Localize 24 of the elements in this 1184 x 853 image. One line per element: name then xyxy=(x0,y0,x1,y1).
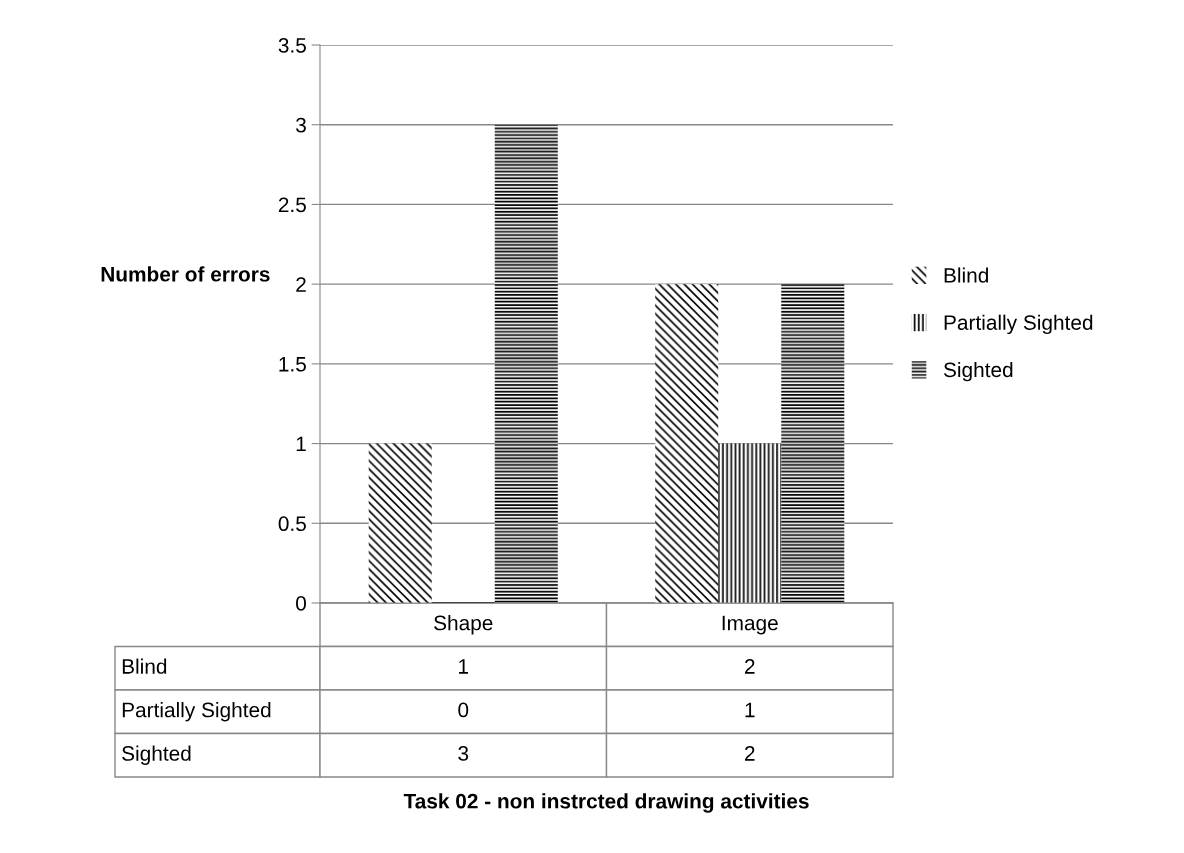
legend-label: Sighted xyxy=(943,361,1013,382)
x-tick-label: Image xyxy=(722,615,778,635)
legend-label: Blind xyxy=(944,267,988,283)
legend-label: Partially Sighted xyxy=(944,314,1093,335)
y-tick-label: 0 xyxy=(296,596,306,611)
y-axis-title: Number of errors xyxy=(101,266,270,282)
text: Task 02 - non instrcted drawing activities xyxy=(403,793,809,813)
y-tick-label: 3 xyxy=(296,117,306,133)
data-label: 1 xyxy=(745,702,755,718)
text: Sighted xyxy=(122,745,191,765)
y-tick-label: 3.5 xyxy=(278,38,306,53)
y-tick-label: 2 xyxy=(296,277,306,292)
y-tick-label: 1 xyxy=(296,436,306,452)
text: Partially Sighted xyxy=(122,702,271,722)
data-label: 2 xyxy=(745,659,755,674)
x-tick-label: Shape xyxy=(434,615,493,635)
data-label: 0 xyxy=(458,702,469,718)
y-tick-label: 2.5 xyxy=(278,197,306,213)
data-label: 3 xyxy=(458,746,469,761)
y-tick-label: 1.5 xyxy=(279,357,306,372)
y-tick-label: 0.5 xyxy=(278,516,306,532)
data-label: 1 xyxy=(459,659,469,674)
data-label: 2 xyxy=(745,746,755,761)
text: Blind xyxy=(122,658,167,674)
